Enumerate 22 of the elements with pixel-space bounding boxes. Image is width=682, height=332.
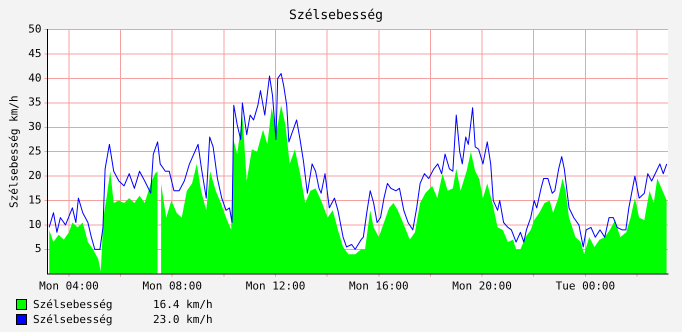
y-tick-label: 15 xyxy=(28,193,42,206)
y-tick-label: 5 xyxy=(34,242,42,256)
y-tick-label: 35 xyxy=(28,96,42,109)
x-tick-label: Tue 00:00 xyxy=(556,279,616,292)
x-tick-label: Mon 08:00 xyxy=(142,279,202,292)
legend-label: Szélsebesség xyxy=(33,298,114,311)
x-tick-label: Mon 16:00 xyxy=(349,279,409,292)
text: 16.4 km/h xyxy=(153,298,213,311)
y-tick-label: 50 xyxy=(28,22,42,36)
y-tick-label: 10 xyxy=(28,218,42,231)
y-tick-label: 30 xyxy=(28,120,42,134)
x-tick-label: Mon 20:00 xyxy=(452,279,512,292)
y-tick-label: 25 xyxy=(28,144,42,158)
chart-title: Szélsebesség xyxy=(289,8,383,24)
x-tick-label: Mon 12:00 xyxy=(246,279,306,292)
y-tick-label: 40 xyxy=(28,71,42,84)
y-axis-title: Szélsebesség km/h xyxy=(7,95,20,208)
x-tick-label: Mon 04:00 xyxy=(39,279,99,292)
text: 23.0 km/h xyxy=(153,313,213,326)
legend-label: Szélsebesség xyxy=(33,313,114,326)
y-tick-label: 20 xyxy=(28,168,42,182)
y-tick-label: 45 xyxy=(28,46,42,60)
